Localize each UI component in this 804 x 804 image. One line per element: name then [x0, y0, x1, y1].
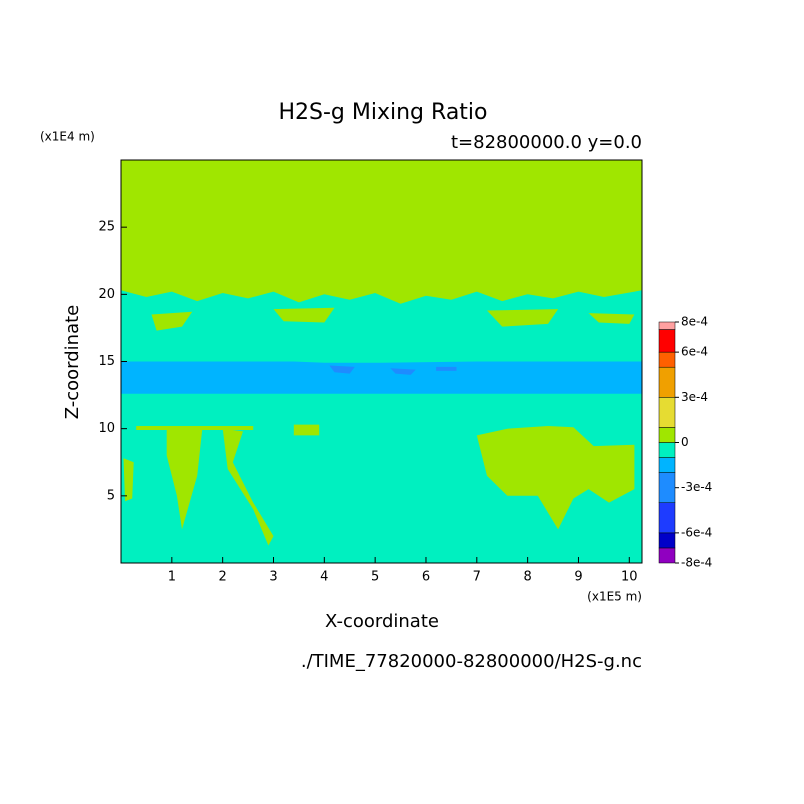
colorbar-tick-label: 3e-4	[681, 390, 708, 404]
colorbar-swatch	[658, 397, 676, 428]
contour-region	[136, 426, 254, 430]
chart-title: H2S-g Mixing Ratio	[278, 100, 487, 125]
x-tick-label: 10	[621, 570, 638, 585]
x-tick-label: 1	[168, 570, 176, 585]
contour-region	[123, 458, 134, 502]
contour-region	[293, 424, 320, 436]
x-tick-label: 5	[371, 570, 379, 585]
x-tick-label: 6	[422, 570, 430, 585]
contour-region	[476, 426, 635, 530]
contour-region	[121, 160, 642, 304]
y-tick-label: 5	[107, 488, 115, 503]
contour-region	[588, 313, 635, 324]
colorbar-swatch	[658, 351, 676, 368]
chart-subtitle: t=82800000.0 y=0.0	[451, 132, 642, 153]
y-tick-label: 25	[98, 220, 115, 235]
contour-region	[151, 311, 193, 331]
colorbar-swatch	[658, 366, 676, 398]
contour-region	[390, 368, 416, 375]
y-tick-label: 15	[98, 354, 115, 369]
contour-region	[166, 428, 203, 530]
x-tick-label: 4	[320, 570, 328, 585]
x-tick-label: 9	[574, 570, 582, 585]
contour-region	[222, 428, 274, 546]
y-tick-label: 20	[98, 287, 115, 302]
colorbar-swatch	[658, 427, 676, 443]
x-tick-label: 7	[473, 570, 481, 585]
colorbar-swatch	[658, 321, 676, 330]
contour-region	[121, 361, 642, 394]
y-axis-label: Z-coordinate	[62, 305, 83, 420]
x-unit: (x1E5 m)	[587, 590, 642, 604]
colorbar-swatch	[658, 329, 676, 353]
colorbar-swatch	[658, 457, 676, 473]
colorbar-tick-label: 0	[681, 435, 689, 449]
colorbar-tick-label: -6e-4	[681, 525, 712, 539]
colorbar-tick-label: -8e-4	[681, 556, 712, 570]
y-unit: (x1E4 m)	[40, 130, 95, 144]
colorbar-tick-label: -3e-4	[681, 480, 712, 494]
x-tick-label: 3	[269, 570, 277, 585]
x-axis-label: X-coordinate	[325, 611, 439, 632]
colorbar-swatch	[658, 502, 676, 534]
colorbar-tick-label: 8e-4	[681, 315, 708, 329]
colorbar-swatch	[658, 547, 676, 564]
colorbar-swatch	[658, 532, 676, 549]
contour-region	[436, 366, 457, 371]
contour-region	[329, 365, 355, 374]
x-tick-label: 2	[219, 570, 227, 585]
contour-region	[487, 309, 559, 327]
colorbar-tick-label: 6e-4	[681, 345, 708, 359]
x-tick-label: 8	[523, 570, 531, 585]
y-tick-label: 10	[98, 421, 115, 436]
colorbar-swatch	[658, 472, 676, 503]
contour-region	[273, 307, 335, 323]
colorbar-swatch	[658, 442, 676, 458]
footer: ./TIME_77820000-82800000/H2S-g.nc	[301, 651, 642, 672]
